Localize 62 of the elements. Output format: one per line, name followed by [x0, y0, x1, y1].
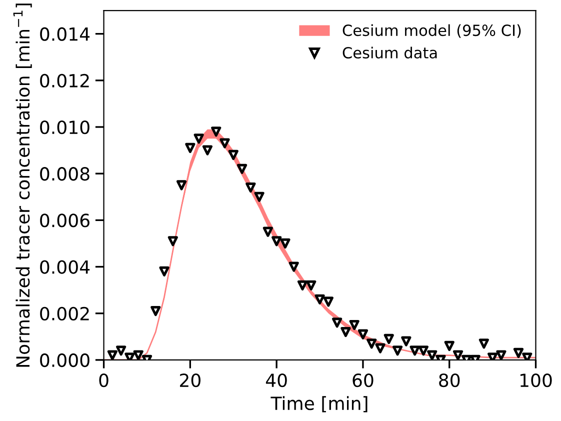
point [340, 326, 351, 338]
point [332, 318, 342, 328]
y-tick-label: 0.010 [40, 120, 90, 134]
y-tick-label: 0.014 [40, 27, 90, 41]
point [452, 350, 464, 360]
point [107, 350, 118, 360]
point [306, 280, 316, 290]
point [176, 180, 187, 190]
point [384, 334, 394, 344]
point [211, 126, 222, 137]
x-tick-label: 80 [439, 373, 460, 388]
x-axis-title: Time [min] [270, 396, 368, 412]
point [116, 346, 126, 356]
point [254, 192, 264, 202]
point [194, 134, 204, 144]
point [185, 142, 196, 154]
y-tick-label: 0.004 [40, 260, 90, 274]
point [323, 296, 334, 307]
x-tick-label: 0 [99, 373, 108, 388]
y-tick-label: 0.006 [40, 214, 90, 228]
point [410, 346, 420, 356]
point [375, 343, 386, 354]
point [133, 350, 144, 360]
x-tick-label: 20 [180, 373, 200, 388]
y-axis-title: Normalized tracer concentration [min$^{−1}$] [13, 4, 32, 367]
point [444, 340, 454, 352]
point [366, 338, 377, 349]
y-tick-label: 0.002 [40, 306, 89, 320]
point [280, 238, 290, 249]
point [358, 329, 368, 340]
point [246, 182, 256, 193]
point [392, 346, 403, 356]
point [272, 236, 282, 246]
point [220, 138, 230, 148]
point [236, 164, 248, 174]
point [150, 306, 161, 316]
point [314, 294, 325, 304]
point [228, 150, 238, 160]
point [297, 280, 308, 290]
point [427, 350, 438, 360]
x-tick-label: 40 [266, 373, 287, 388]
point [488, 352, 498, 360]
legend-label: Cesium model (95% CI) [342, 24, 521, 38]
point [288, 262, 299, 272]
point [418, 346, 428, 356]
point [202, 145, 213, 156]
point [262, 226, 273, 237]
point [168, 236, 178, 246]
point [496, 350, 506, 360]
point [401, 336, 412, 346]
y-tick-label: 0.012 [40, 74, 89, 88]
point [124, 352, 135, 360]
x-tick-label: 100 [520, 373, 552, 388]
point [522, 352, 532, 360]
point [513, 348, 524, 358]
y-tick-label: 0.000 [40, 353, 90, 368]
point [478, 338, 489, 349]
x-tick-label: 60 [352, 373, 374, 388]
point [159, 266, 170, 276]
point [349, 320, 360, 330]
y-tick-label: 0.008 [40, 167, 90, 181]
legend-label: Cesium data [342, 46, 437, 59]
